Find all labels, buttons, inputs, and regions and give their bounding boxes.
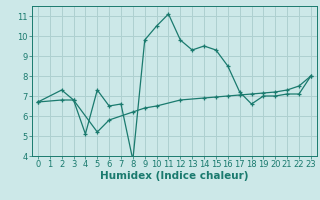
X-axis label: Humidex (Indice chaleur): Humidex (Indice chaleur) <box>100 171 249 181</box>
